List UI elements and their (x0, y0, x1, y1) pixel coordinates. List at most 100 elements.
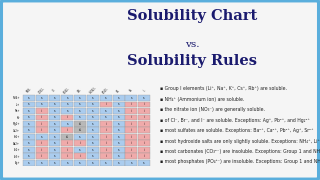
Text: s: s (92, 135, 94, 139)
Text: s: s (118, 148, 119, 152)
Text: i: i (144, 128, 145, 132)
Text: Solubility Chart: Solubility Chart (127, 9, 257, 23)
Bar (61, 140, 73, 146)
Bar (36, 95, 48, 101)
Text: s: s (54, 96, 55, 100)
Text: i: i (41, 115, 42, 119)
Bar (100, 160, 112, 166)
Text: ▪ most sulfates are soluble. Exceptions: Ba²⁺, Ca²⁺, Pb²⁺, Ag⁺, Sr²⁺: ▪ most sulfates are soluble. Exceptions:… (160, 128, 314, 133)
Text: s: s (28, 109, 30, 113)
Bar (61, 108, 73, 114)
Text: i: i (144, 122, 145, 126)
Bar (138, 160, 150, 166)
Text: i: i (105, 135, 106, 139)
Text: i: i (131, 135, 132, 139)
Bar (87, 102, 99, 107)
Text: Na+: Na+ (14, 109, 20, 113)
Text: s: s (92, 148, 94, 152)
Text: sl: sl (66, 135, 68, 139)
Text: ▪ most phosphates (PO₄³⁻) are insoluble. Exceptions: Group 1 and NH₄⁺: ▪ most phosphates (PO₄³⁻) are insoluble.… (160, 159, 320, 165)
Bar (87, 114, 99, 120)
Text: i: i (67, 141, 68, 145)
Bar (125, 127, 137, 133)
Text: CO32-: CO32- (37, 86, 46, 94)
Text: s: s (118, 135, 119, 139)
Text: i: i (131, 102, 132, 106)
Bar (125, 153, 137, 159)
Text: s: s (41, 96, 43, 100)
Bar (125, 121, 137, 127)
Text: s: s (79, 161, 81, 165)
Text: s: s (79, 102, 81, 106)
Bar (138, 121, 150, 127)
Text: i: i (67, 148, 68, 152)
Bar (61, 95, 73, 101)
Bar (49, 153, 60, 159)
Text: s: s (79, 96, 81, 100)
Bar (87, 121, 99, 127)
Text: s: s (92, 102, 94, 106)
Text: i: i (131, 128, 132, 132)
Bar (87, 147, 99, 153)
Text: s: s (54, 141, 55, 145)
Bar (23, 108, 35, 114)
Bar (36, 160, 48, 166)
Text: s: s (28, 128, 30, 132)
Text: i: i (144, 141, 145, 145)
Bar (61, 127, 73, 133)
Text: SO42-: SO42- (63, 86, 71, 94)
Bar (87, 95, 99, 101)
Text: s: s (118, 122, 119, 126)
Bar (49, 108, 60, 114)
Text: s: s (67, 109, 68, 113)
Bar (100, 127, 112, 133)
Text: s: s (54, 109, 55, 113)
Bar (100, 134, 112, 140)
Bar (36, 153, 48, 159)
Text: i: i (67, 115, 68, 119)
Bar (23, 121, 35, 127)
Text: K+: K+ (16, 116, 20, 120)
Text: s: s (67, 102, 68, 106)
Text: i: i (105, 128, 106, 132)
Text: s: s (118, 96, 119, 100)
Text: s: s (28, 141, 30, 145)
Text: sl: sl (79, 128, 81, 132)
Text: s: s (79, 109, 81, 113)
Bar (138, 108, 150, 114)
Bar (61, 102, 73, 107)
Bar (23, 95, 35, 101)
Text: s: s (131, 96, 132, 100)
Text: ▪ NH₄⁺ (Ammonium ion) are soluble.: ▪ NH₄⁺ (Ammonium ion) are soluble. (160, 97, 244, 102)
Bar (138, 95, 150, 101)
Text: i: i (105, 141, 106, 145)
Text: i: i (105, 102, 106, 106)
Text: NH4+: NH4+ (12, 96, 20, 100)
Bar (23, 102, 35, 107)
Bar (49, 134, 60, 140)
Bar (74, 121, 86, 127)
Text: s: s (118, 141, 119, 145)
Bar (87, 153, 99, 159)
Bar (61, 114, 73, 120)
Text: CrO42-: CrO42- (88, 86, 97, 95)
Text: s: s (92, 128, 94, 132)
Text: s: s (67, 122, 68, 126)
Text: s: s (28, 148, 30, 152)
Text: sl: sl (79, 122, 81, 126)
Bar (23, 153, 35, 159)
Text: PO43-: PO43- (102, 86, 110, 94)
Bar (74, 95, 86, 101)
Bar (125, 147, 137, 153)
Bar (100, 147, 112, 153)
Text: i: i (41, 148, 42, 152)
Text: s: s (118, 115, 119, 119)
Bar (138, 114, 150, 120)
Bar (36, 108, 48, 114)
Text: i: i (41, 154, 42, 158)
Text: Li+: Li+ (16, 103, 20, 107)
Text: s: s (92, 154, 94, 158)
Text: s: s (41, 102, 43, 106)
Text: s: s (28, 96, 30, 100)
Bar (61, 147, 73, 153)
